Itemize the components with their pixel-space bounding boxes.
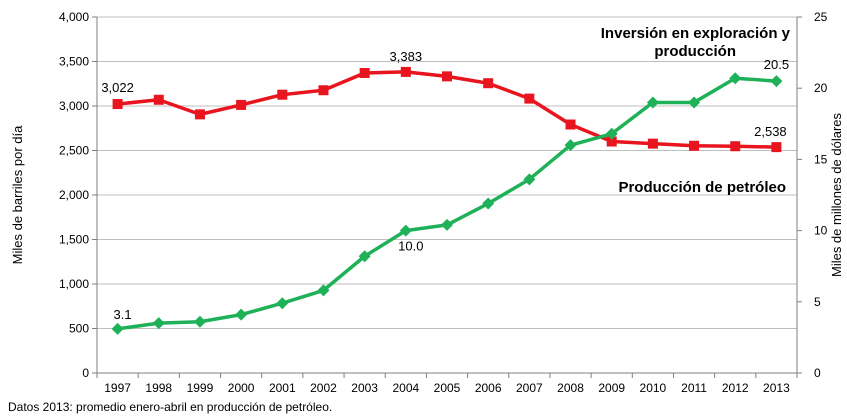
investment-point xyxy=(482,197,495,210)
investment-point xyxy=(235,308,248,321)
data-label: 20.5 xyxy=(764,57,789,72)
investment-point xyxy=(111,322,124,335)
production-point xyxy=(606,136,617,147)
x-tick-label: 2003 xyxy=(351,381,378,395)
x-tick-label: 2012 xyxy=(722,381,749,395)
left-axis-ticks: 0 500 1,000 1,500 2,000 2,500 3,000 3,500 4,000 xyxy=(59,10,89,380)
left-tick-label: 2,000 xyxy=(59,188,89,202)
dual-axis-line-chart: 05001,0001,5002,0002,5003,0003,5004,000 … xyxy=(10,10,844,395)
left-tick-label: 500 xyxy=(69,322,89,336)
data-label: 3,022 xyxy=(101,80,134,95)
right-axis-ticks: 0 5 10 15 20 25 xyxy=(814,10,828,380)
right-tick-label: 20 xyxy=(814,81,828,95)
investment-point xyxy=(729,72,742,85)
right-tick-label: 15 xyxy=(814,152,828,166)
investment-point xyxy=(317,284,330,297)
series-line-production xyxy=(117,70,777,149)
data-labels: 3,022 3,383 2,538 3.1 10.0 20.5 xyxy=(101,49,789,322)
x-tick-label: 2004 xyxy=(392,381,419,395)
right-tick-label: 25 xyxy=(814,10,828,24)
x-tick-label: 1999 xyxy=(187,381,214,395)
production-point xyxy=(689,140,700,151)
series-layer xyxy=(111,66,783,335)
data-label: 2,538 xyxy=(754,124,787,139)
data-label: 10.0 xyxy=(398,239,423,254)
left-tick-label: 4,000 xyxy=(59,10,89,24)
production-point xyxy=(524,93,535,104)
investment-point xyxy=(646,96,659,109)
x-tick-label: 2008 xyxy=(557,381,584,395)
x-tick-label: 2009 xyxy=(598,381,625,395)
right-tick-label: 10 xyxy=(814,224,828,238)
production-point xyxy=(277,89,288,100)
x-tick-label: 1998 xyxy=(145,381,172,395)
x-tick-label: 1997 xyxy=(104,381,131,395)
x-tick-label: 2013 xyxy=(763,381,790,395)
investment-point xyxy=(441,218,453,231)
investment-point xyxy=(193,315,206,328)
left-tick-label: 3,500 xyxy=(59,55,89,69)
x-tick-label: 2007 xyxy=(516,381,543,395)
production-point xyxy=(565,119,576,130)
production-point xyxy=(112,99,123,110)
y-left-axis-title: Miles de barriles por día xyxy=(10,125,25,264)
production-point xyxy=(730,141,741,152)
production-point xyxy=(771,142,782,153)
investment-point xyxy=(523,173,536,186)
investment-point xyxy=(605,127,618,140)
x-tick-label: 2002 xyxy=(310,381,337,395)
right-tick-label: 0 xyxy=(814,366,821,380)
production-point xyxy=(359,67,370,78)
production-point xyxy=(483,78,494,89)
production-series-label: Producción de petróleo xyxy=(618,179,786,196)
investment-point xyxy=(564,139,577,152)
production-point xyxy=(647,138,658,149)
axes xyxy=(92,16,802,378)
investment-point xyxy=(358,250,371,263)
investment-point xyxy=(770,75,783,88)
investment-point xyxy=(399,224,412,237)
x-tick-label: 2010 xyxy=(640,381,667,395)
left-tick-label: 1,000 xyxy=(59,277,89,291)
x-axis-ticks: 1997 1998 1999 2000 2001 2002 2003 2004 2005 2006… xyxy=(104,381,790,395)
series-line-investment xyxy=(117,76,777,331)
investment-point xyxy=(152,317,165,330)
left-tick-label: 0 xyxy=(82,366,89,380)
gridlines xyxy=(97,16,797,329)
data-label: 3,383 xyxy=(390,49,423,64)
production-point xyxy=(400,66,411,77)
x-tick-label: 2001 xyxy=(269,381,296,395)
production-point xyxy=(194,109,205,120)
x-tick-label: 2006 xyxy=(475,381,502,395)
investment-series-label-line2: producción xyxy=(654,43,736,60)
footnote: Datos 2013: promedio enero-abril en prod… xyxy=(8,400,333,414)
production-point xyxy=(318,85,329,96)
left-tick-label: 1,500 xyxy=(59,233,89,247)
left-tick-label: 3,000 xyxy=(59,99,89,113)
left-tick-label: 2,500 xyxy=(59,144,89,158)
x-tick-label: 2000 xyxy=(228,381,255,395)
x-tick-label: 2011 xyxy=(681,381,707,395)
production-point xyxy=(236,99,247,110)
investment-series-label-line1: Inversión en exploración y xyxy=(601,25,791,42)
production-point xyxy=(153,94,164,105)
right-tick-label: 5 xyxy=(814,295,821,309)
data-label: 3.1 xyxy=(114,307,132,322)
x-tick-label: 2005 xyxy=(434,381,461,395)
y-right-axis-title: Miles de millones de dólares xyxy=(829,112,844,277)
investment-point xyxy=(688,96,701,109)
production-point xyxy=(442,71,452,82)
investment-point xyxy=(276,297,289,310)
